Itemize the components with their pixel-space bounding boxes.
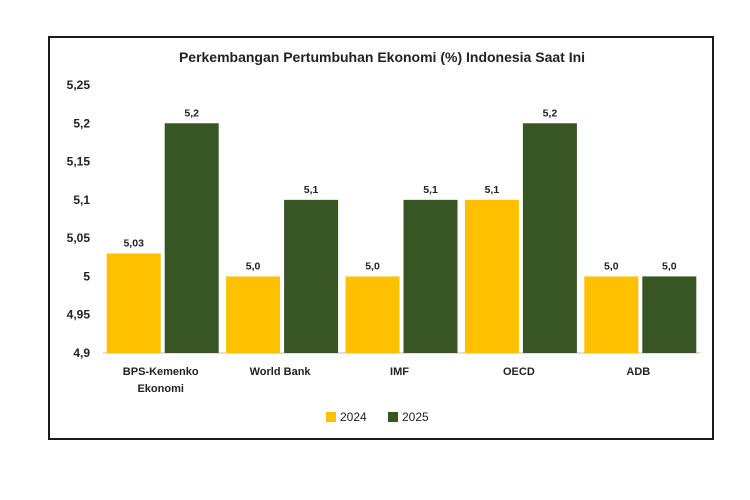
chart-frame (48, 36, 714, 440)
data-label-2024: 5,0 (365, 260, 380, 272)
bar-2025-2 (403, 199, 458, 353)
bar-2024-2 (345, 276, 400, 353)
x-category-label: ADB (626, 366, 650, 378)
bar-2024-0 (106, 253, 161, 353)
data-label-2025: 5,1 (423, 184, 438, 196)
x-category-label: BPS-Kemenko (123, 366, 199, 378)
bar-2025-4 (642, 276, 697, 353)
data-label-2025: 5,2 (184, 107, 199, 119)
legend-swatch-2024 (326, 412, 336, 422)
bar-2025-1 (284, 199, 339, 353)
x-category-label: IMF (390, 366, 409, 378)
bar-2025-3 (522, 123, 577, 354)
bar-2024-3 (464, 199, 519, 353)
legend-label-2024: 2024 (340, 410, 367, 424)
y-tick-label: 4,95 (67, 308, 91, 322)
y-tick-label: 5,1 (73, 193, 90, 207)
legend-swatch-2025 (388, 412, 398, 422)
bar-2024-1 (226, 276, 281, 353)
data-label-2024: 5,0 (246, 260, 261, 272)
chart-title: Perkembangan Pertumbuhan Ekonomi (%) Ind… (179, 49, 585, 65)
x-category-label: World Bank (250, 366, 312, 378)
bar-2024-4 (584, 276, 639, 353)
y-tick-label: 5,05 (67, 231, 91, 245)
legend-label-2025: 2025 (402, 410, 429, 424)
y-tick-label: 5 (83, 269, 90, 283)
data-label-2024: 5,1 (485, 184, 500, 196)
data-label-2025: 5,1 (304, 184, 319, 196)
data-label-2025: 5,0 (662, 260, 677, 272)
x-category-label: OECD (503, 366, 535, 378)
data-label-2024: 5,0 (604, 260, 619, 272)
bar-2025-0 (164, 123, 219, 354)
y-tick-label: 4,9 (73, 346, 90, 360)
data-label-2024: 5,03 (123, 237, 144, 249)
y-tick-label: 5,15 (67, 155, 91, 169)
y-tick-label: 5,25 (67, 78, 91, 92)
y-tick-label: 5,2 (73, 116, 90, 130)
data-label-2025: 5,2 (543, 107, 558, 119)
x-category-label: Ekonomi (137, 383, 183, 395)
